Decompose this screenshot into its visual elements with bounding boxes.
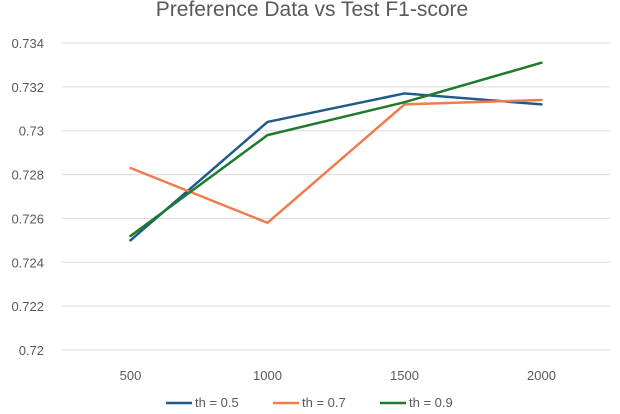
series-lines [129, 61, 543, 242]
y-tick-label: 0.722 [11, 299, 44, 314]
series-line-3 [129, 61, 543, 238]
legend-label: th = 0.7 [302, 395, 346, 410]
y-tick-label: 0.72 [19, 343, 44, 358]
x-tick-label: 500 [120, 368, 142, 383]
x-axis-tick-labels: 500 1000 1500 2000 [120, 368, 556, 383]
y-tick-label: 0.73 [19, 124, 44, 139]
chart-title: Preference Data vs Test F1-score [156, 0, 468, 21]
x-tick-label: 2000 [527, 368, 556, 383]
x-tick-label: 1000 [253, 368, 282, 383]
y-tick-label: 0.734 [11, 36, 44, 51]
legend-label: th = 0.5 [195, 395, 239, 410]
legend-item: th = 0.7 [273, 395, 346, 410]
legend-item: th = 0.5 [166, 395, 239, 410]
series-line-2 [129, 98, 543, 225]
legend-label: th = 0.9 [409, 395, 453, 410]
x-tick-label: 1500 [390, 368, 419, 383]
series-line-1 [129, 92, 543, 242]
y-tick-label: 0.728 [11, 168, 44, 183]
gridlines [62, 42, 610, 351]
legend: th = 0.5 th = 0.7 th = 0.9 [166, 395, 453, 410]
y-tick-label: 0.726 [11, 211, 44, 226]
y-tick-label: 0.732 [11, 80, 44, 95]
y-tick-label: 0.724 [11, 255, 44, 270]
legend-item: th = 0.9 [380, 395, 453, 410]
y-axis-tick-labels: 0.72 0.722 0.724 0.726 0.728 0.73 0.732 0.734 [11, 36, 44, 358]
